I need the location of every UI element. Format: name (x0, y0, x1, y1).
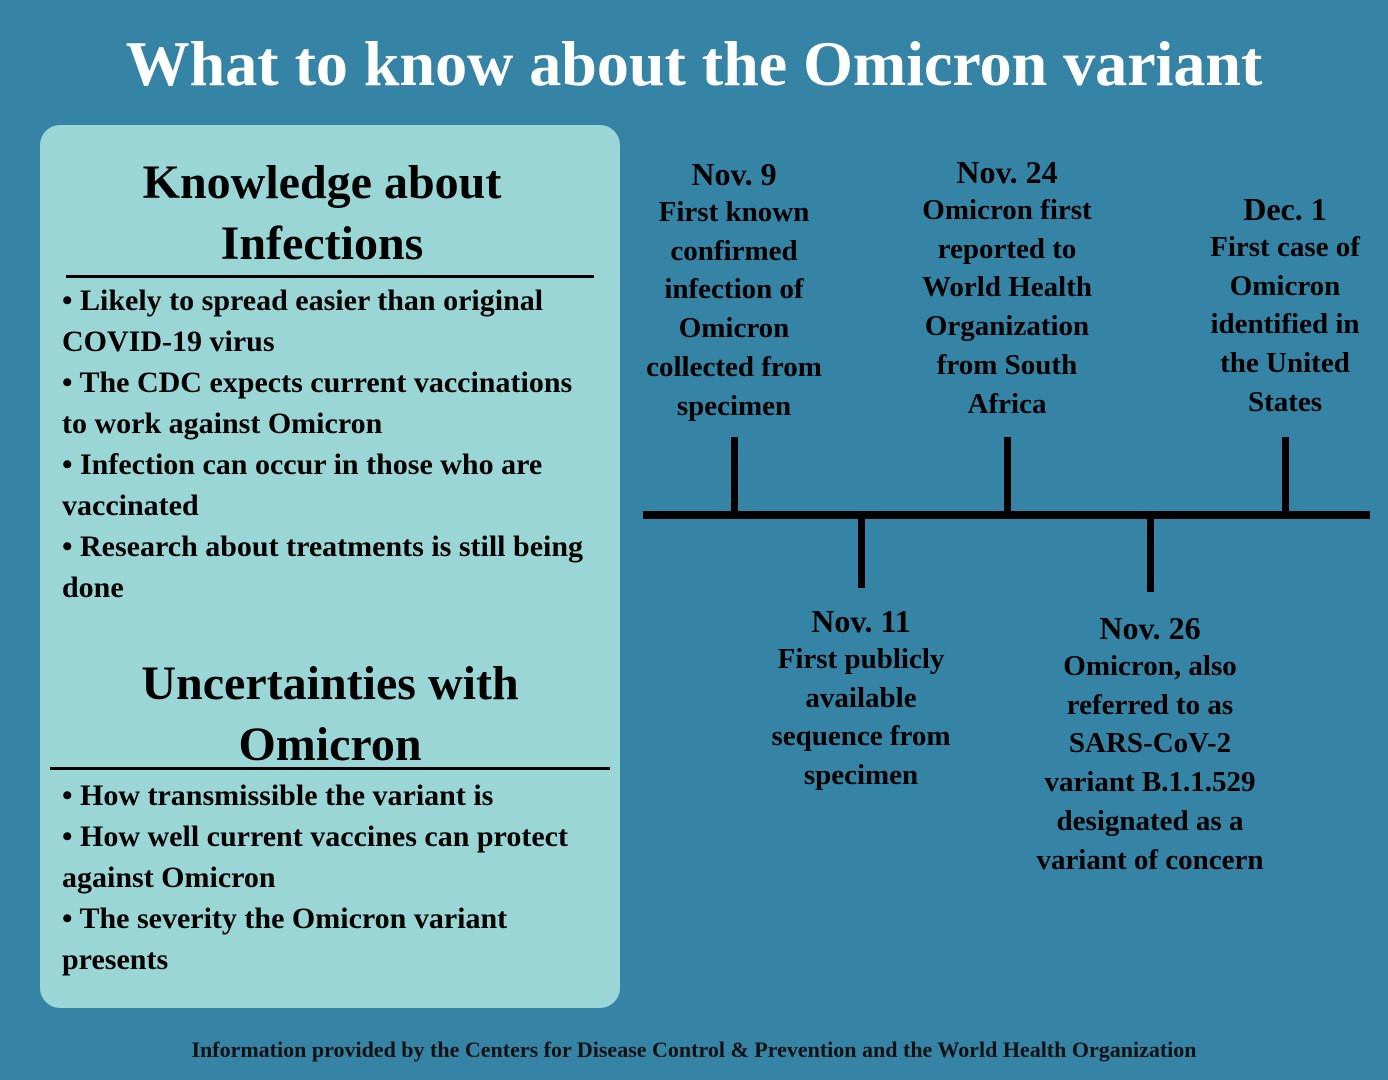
event-date: Nov. 9 (691, 156, 777, 192)
bullet-item: • How well current vaccines can protect … (62, 820, 568, 894)
timeline-event: Nov. 24 Omicron first reported to World Hea… (877, 153, 1137, 423)
event-date: Nov. 24 (956, 154, 1058, 190)
timeline-tick (858, 515, 865, 588)
timeline-tick (1282, 437, 1289, 515)
event-text: World Health (922, 271, 1092, 304)
bullet-item: • The CDC expects current vaccinations t… (62, 366, 573, 440)
bullet-item: • How transmissible the variant is (62, 779, 494, 812)
timeline-tick (1004, 437, 1011, 515)
event-text: SARS-CoV-2 (1068, 727, 1232, 760)
event-text: Africa (967, 387, 1047, 420)
event-text: First publicly (777, 643, 945, 675)
event-text: variant of concern (1036, 843, 1264, 876)
footer: Information provided by the Centers for … (191, 1037, 1197, 1062)
timeline-tick (1147, 515, 1154, 592)
event-text: variant B.1.1.529 (1044, 766, 1256, 799)
event-text: confirmed (670, 234, 798, 267)
event-text: infection of (664, 273, 804, 306)
event-text: available (805, 681, 917, 714)
title: What to know about the Omicron variant (125, 28, 1263, 99)
event-text: sequence from (771, 720, 951, 753)
info-panel (40, 125, 620, 1008)
event-text: the United (1220, 347, 1350, 380)
timeline-axis (643, 511, 1370, 519)
event-text: Omicron (678, 312, 790, 345)
event-text: First case of (1210, 231, 1360, 263)
timeline-tick (731, 437, 738, 515)
bullet-item: • Infection can occur in those who are v… (62, 448, 543, 522)
event-text: referred to as (1066, 688, 1234, 721)
event-text: reported to (937, 232, 1077, 265)
event-text: designated as a (1056, 804, 1244, 837)
event-text: First known (658, 196, 810, 228)
heading-rule (66, 275, 594, 278)
event-text: specimen (803, 759, 919, 792)
heading-rule (50, 767, 610, 770)
event-text: Organization (924, 310, 1090, 343)
bullet-list: • Likely to spread easier than original … (62, 280, 592, 608)
event-text: Omicron (1229, 269, 1341, 302)
event-text: collected from (646, 350, 822, 383)
event-text: from South (936, 348, 1078, 381)
section-heading: Knowledge about Infections (142, 156, 502, 270)
event-text: Omicron first (922, 194, 1092, 226)
timeline-event: Nov. 9 First known confirmed infection of Om… (604, 155, 864, 425)
timeline-event: Nov. 26 Omicron, also referred to as SARS-C… (1020, 609, 1280, 879)
bullet-item: • Research about treatments is still bei… (62, 530, 584, 604)
event-text: identified in (1210, 308, 1360, 341)
event-text: States (1247, 385, 1323, 418)
event-text: specimen (676, 389, 792, 422)
event-date: Nov. 26 (1099, 610, 1201, 646)
timeline-event: Nov. 11 First publicly available sequence f… (731, 602, 991, 795)
section-heading: Uncertainties with Omicron (141, 657, 519, 771)
bullet-list: • How transmissible the variant is • How … (62, 775, 592, 980)
event-date: Nov. 11 (811, 603, 911, 639)
bullet-item: • The severity the Omicron variant prese… (62, 902, 508, 976)
timeline-event: Dec. 1 First case of Omicron identified in t… (1155, 190, 1388, 422)
event-date: Dec. 1 (1243, 191, 1327, 227)
bullet-item: • Likely to spread easier than original … (62, 284, 544, 358)
event-text: Omicron, also (1063, 650, 1237, 682)
